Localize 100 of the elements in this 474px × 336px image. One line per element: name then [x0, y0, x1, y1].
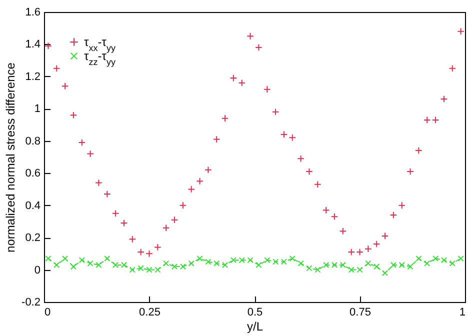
point	[398, 262, 405, 268]
point	[289, 255, 296, 262]
point	[96, 262, 102, 268]
point	[306, 168, 313, 176]
point	[180, 264, 186, 270]
point	[154, 266, 161, 273]
x-tick-label: 0	[44, 306, 51, 318]
point	[204, 166, 212, 174]
point	[381, 232, 389, 240]
point	[70, 111, 78, 119]
point	[70, 264, 76, 270]
point	[188, 260, 194, 266]
point	[62, 255, 68, 262]
y-tick-label: -0.2	[22, 296, 40, 308]
point	[314, 266, 321, 273]
point	[120, 219, 128, 227]
point	[424, 260, 430, 266]
point	[104, 255, 110, 262]
point	[146, 266, 152, 273]
point	[255, 44, 262, 52]
point	[440, 95, 448, 103]
point	[246, 32, 254, 40]
point	[280, 130, 288, 138]
point	[128, 236, 136, 243]
point	[86, 150, 94, 158]
x-tick-label: 0.75	[350, 306, 371, 318]
point	[323, 262, 330, 268]
point	[348, 248, 355, 256]
x-tick-label: 1	[459, 306, 466, 318]
point	[272, 108, 280, 116]
point	[61, 82, 69, 90]
point	[221, 114, 229, 122]
point	[306, 265, 312, 272]
point	[314, 180, 322, 188]
point	[356, 248, 364, 256]
point	[214, 260, 220, 266]
point	[339, 227, 347, 235]
point	[423, 116, 431, 124]
point	[112, 262, 119, 268]
point	[398, 202, 406, 209]
y-tick-label: 1.2	[25, 70, 40, 83]
point	[263, 86, 271, 93]
point	[170, 216, 178, 224]
point	[331, 262, 338, 268]
point	[432, 255, 439, 262]
point	[390, 211, 398, 219]
legend-label: τ$_{xx}$-τ$_{yy}$	[84, 35, 116, 53]
point	[407, 264, 414, 270]
point	[95, 179, 102, 186]
point	[297, 154, 304, 162]
point	[230, 257, 236, 264]
point	[52, 64, 60, 72]
point	[179, 202, 187, 209]
point	[330, 212, 338, 220]
point	[288, 134, 296, 142]
point	[188, 186, 196, 193]
y-tick-label: 0.4	[25, 200, 40, 212]
point	[449, 260, 456, 266]
point	[154, 244, 162, 251]
point	[247, 257, 254, 264]
point	[146, 250, 153, 258]
point	[280, 258, 287, 265]
point	[138, 265, 144, 272]
point	[272, 258, 279, 265]
point	[196, 255, 203, 262]
point	[87, 260, 94, 266]
point	[415, 146, 422, 154]
y-tick-label: 1	[34, 103, 40, 116]
point	[129, 266, 136, 273]
point	[382, 270, 388, 276]
point	[162, 224, 170, 232]
point	[238, 257, 245, 264]
point	[45, 255, 52, 262]
point	[112, 210, 120, 218]
point	[458, 255, 464, 262]
point	[205, 258, 212, 265]
y-tick-label: 1.6	[25, 6, 40, 18]
point	[390, 262, 396, 268]
point	[322, 206, 330, 214]
point	[457, 28, 464, 35]
point	[256, 262, 262, 268]
point	[78, 257, 85, 264]
point	[340, 262, 346, 268]
point	[348, 266, 354, 273]
point	[196, 178, 204, 185]
point	[365, 260, 372, 266]
point	[163, 260, 170, 266]
point	[298, 260, 304, 266]
x-axis-title: y/L	[246, 320, 264, 334]
point	[356, 266, 363, 273]
y-axis-title: normalized normal stress difference	[4, 62, 18, 252]
point	[416, 255, 422, 262]
y-tick-label: 0	[34, 264, 40, 276]
y-tick-label: 1.4	[25, 38, 40, 51]
y-tick-label: 0.2	[25, 232, 40, 244]
point	[432, 116, 440, 124]
y-tick-label: 0.8	[25, 135, 40, 148]
point	[364, 245, 372, 252]
point	[448, 64, 456, 72]
x-tick-label: 0.25	[139, 306, 160, 318]
